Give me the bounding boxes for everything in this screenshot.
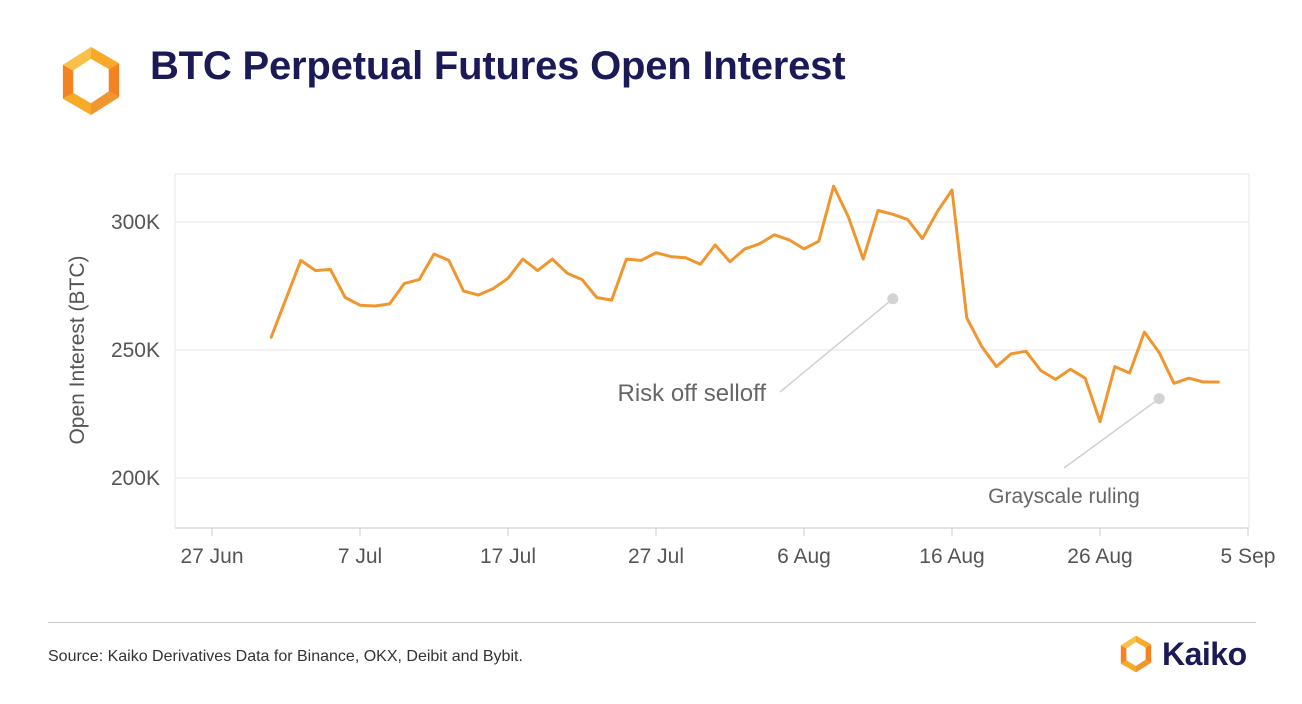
axes: 200K 250K 300K 27 Jun 7 Jul 17 Jul 27 Jul 6 Aug…	[111, 211, 1275, 568]
x-tick-label: 6 Aug	[777, 545, 831, 568]
grid	[174, 173, 1250, 528]
annotation-marker	[887, 293, 899, 305]
series	[269, 184, 1220, 424]
y-tick-label: 250K	[111, 339, 160, 362]
y-tick-label: 200K	[111, 467, 160, 490]
annotation-leader	[1063, 398, 1160, 469]
x-tick-label: 5 Sep	[1221, 545, 1276, 568]
kaiko-logo	[62, 46, 120, 116]
kaiko-brand-icon	[1120, 635, 1152, 673]
source-note: Source: Kaiko Derivatives Data for Binan…	[48, 648, 523, 665]
series-line	[269, 184, 1220, 424]
x-tick-label: 7 Jul	[338, 545, 382, 568]
brand-name: Kaiko	[1162, 635, 1247, 672]
annotation-marker	[1153, 393, 1165, 405]
annotations: Risk off selloff Grayscale ruling	[617, 293, 1165, 508]
footer-divider	[48, 622, 1256, 623]
y-axis-title: Open Interest (BTC)	[66, 255, 89, 444]
annotation-label: Risk off selloff	[617, 380, 766, 407]
brand: Kaiko	[1116, 632, 1247, 676]
x-tick-label: 17 Jul	[480, 545, 536, 568]
x-tick-label: 27 Jun	[180, 545, 243, 568]
x-tick-label: 26 Aug	[1067, 545, 1132, 568]
annotation-label: Grayscale ruling	[988, 485, 1140, 508]
page-title: BTC Perpetual Futures Open Interest	[150, 44, 846, 88]
annotation-leader	[779, 298, 894, 393]
x-tick-label: 16 Aug	[919, 545, 984, 568]
x-tick-label: 27 Jul	[628, 545, 684, 568]
y-tick-label: 300K	[111, 211, 160, 234]
